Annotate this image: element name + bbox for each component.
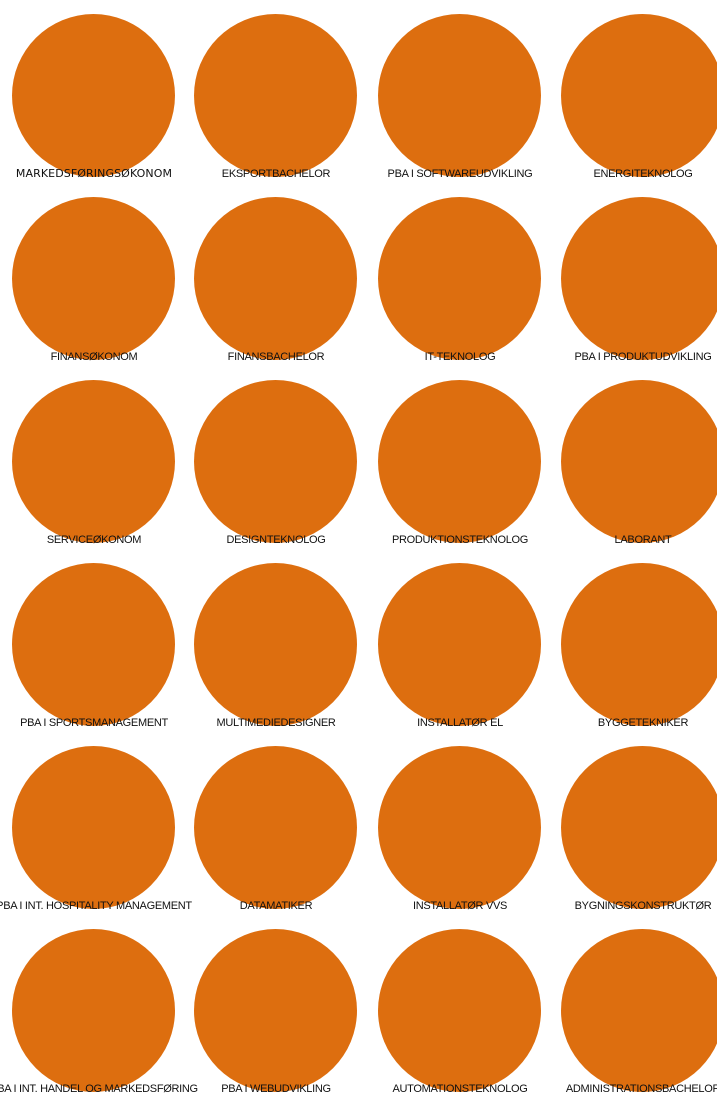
education-circle[interactable] [194, 746, 357, 909]
education-circle[interactable] [12, 563, 175, 726]
education-circle[interactable] [378, 14, 541, 177]
education-tile[interactable]: PBA I SPORTSMANAGEMENT [2, 551, 186, 735]
education-tile[interactable]: PRODUKTIONSTEKNOLOG [368, 368, 552, 552]
education-circle[interactable] [12, 380, 175, 543]
education-label: AUTOMATIONSTEKNOLOG [392, 1083, 528, 1095]
education-label: FINANSBACHELOR [227, 351, 325, 363]
education-circle[interactable] [12, 14, 175, 177]
education-label: PBA I INT. HANDEL OG MARKEDSFØRING [0, 1083, 198, 1095]
education-tile[interactable]: EKSPORTBACHELOR [184, 2, 368, 186]
education-tile[interactable]: INSTALLATØR VVS [368, 734, 552, 918]
education-label: MULTIMEDIEDESIGNER [216, 717, 336, 729]
education-label: ADMINISTRATIONSBACHELOR [565, 1083, 717, 1095]
education-circle[interactable] [561, 197, 717, 360]
education-label: INSTALLATØR VVS [412, 900, 508, 912]
education-label: FINANSØKONOM [50, 351, 138, 363]
education-circle[interactable] [12, 197, 175, 360]
education-label: MARKEDSFØRINGSØKONOM [15, 167, 173, 180]
education-tile[interactable]: AUTOMATIONSTEKNOLOG [368, 917, 552, 1101]
education-tile[interactable]: BYGGETEKNIKER [551, 551, 717, 735]
education-label: SERVICEØKONOM [46, 534, 142, 546]
education-tile[interactable]: PBA I INT. HANDEL OG MARKEDSFØRING [0, 917, 198, 1101]
education-circle[interactable] [378, 197, 541, 360]
education-circle[interactable] [194, 929, 357, 1092]
education-tile[interactable]: PBA I PRODUKTUDVIKLING [551, 185, 717, 369]
education-tile[interactable]: MULTIMEDIEDESIGNER [184, 551, 368, 735]
education-tile[interactable]: PBA I INT. HOSPITALITY MANAGEMENT [0, 734, 192, 918]
education-circle[interactable] [561, 14, 717, 177]
education-circle[interactable] [194, 563, 357, 726]
education-circle[interactable] [378, 746, 541, 909]
education-circle[interactable] [12, 929, 175, 1092]
education-tile[interactable]: SERVICEØKONOM [2, 368, 186, 552]
education-label: PBA I SOFTWAREUDVIKLING [387, 168, 533, 180]
education-tile[interactable]: FINANSØKONOM [2, 185, 186, 369]
education-circle[interactable] [378, 563, 541, 726]
education-tile[interactable]: ENERGITEKNOLOG [551, 2, 717, 186]
education-tile[interactable]: LABORANT [551, 368, 717, 552]
education-label: BYGNINGSKONSTRUKTØR [574, 900, 712, 912]
education-label: ENERGITEKNOLOG [593, 168, 693, 180]
education-tile[interactable]: IT-TEKNOLOG [368, 185, 552, 369]
education-circle[interactable] [194, 380, 357, 543]
education-label: PBA I PRODUKTUDVIKLING [574, 351, 712, 363]
education-tile[interactable]: PBA I WEBUDVIKLING [184, 917, 368, 1101]
education-label: PBA I WEBUDVIKLING [221, 1083, 331, 1095]
education-circle[interactable] [194, 197, 357, 360]
education-tile[interactable]: ADMINISTRATIONSBACHELOR [551, 917, 717, 1101]
education-circle[interactable] [378, 929, 541, 1092]
education-tile[interactable]: MARKEDSFØRINGSØKONOM [2, 2, 186, 186]
education-label: BYGGETEKNIKER [597, 717, 689, 729]
education-label: INSTALLATØR EL [417, 717, 503, 729]
education-label: IT-TEKNOLOG [424, 351, 496, 363]
education-label: DESIGNTEKNOLOG [226, 534, 326, 546]
education-circle[interactable] [194, 14, 357, 177]
education-tile[interactable]: PBA I SOFTWAREUDVIKLING [368, 2, 552, 186]
education-circle[interactable] [561, 563, 717, 726]
education-circle[interactable] [12, 746, 175, 909]
education-circle[interactable] [561, 380, 717, 543]
education-circle[interactable] [561, 746, 717, 909]
education-label: LABORANT [614, 534, 672, 546]
education-label: DATAMATIKER [239, 900, 313, 912]
education-tile[interactable]: DESIGNTEKNOLOG [184, 368, 368, 552]
education-label: PBA I SPORTSMANAGEMENT [20, 717, 168, 729]
education-tile[interactable]: BYGNINGSKONSTRUKTØR [551, 734, 717, 918]
education-circle[interactable] [561, 929, 717, 1092]
education-label: PBA I INT. HOSPITALITY MANAGEMENT [0, 900, 192, 912]
education-label: PRODUKTIONSTEKNOLOG [391, 534, 529, 546]
education-tile[interactable]: DATAMATIKER [184, 734, 368, 918]
education-circle[interactable] [378, 380, 541, 543]
education-label: EKSPORTBACHELOR [221, 168, 331, 180]
education-tile[interactable]: INSTALLATØR EL [368, 551, 552, 735]
education-tile[interactable]: FINANSBACHELOR [184, 185, 368, 369]
